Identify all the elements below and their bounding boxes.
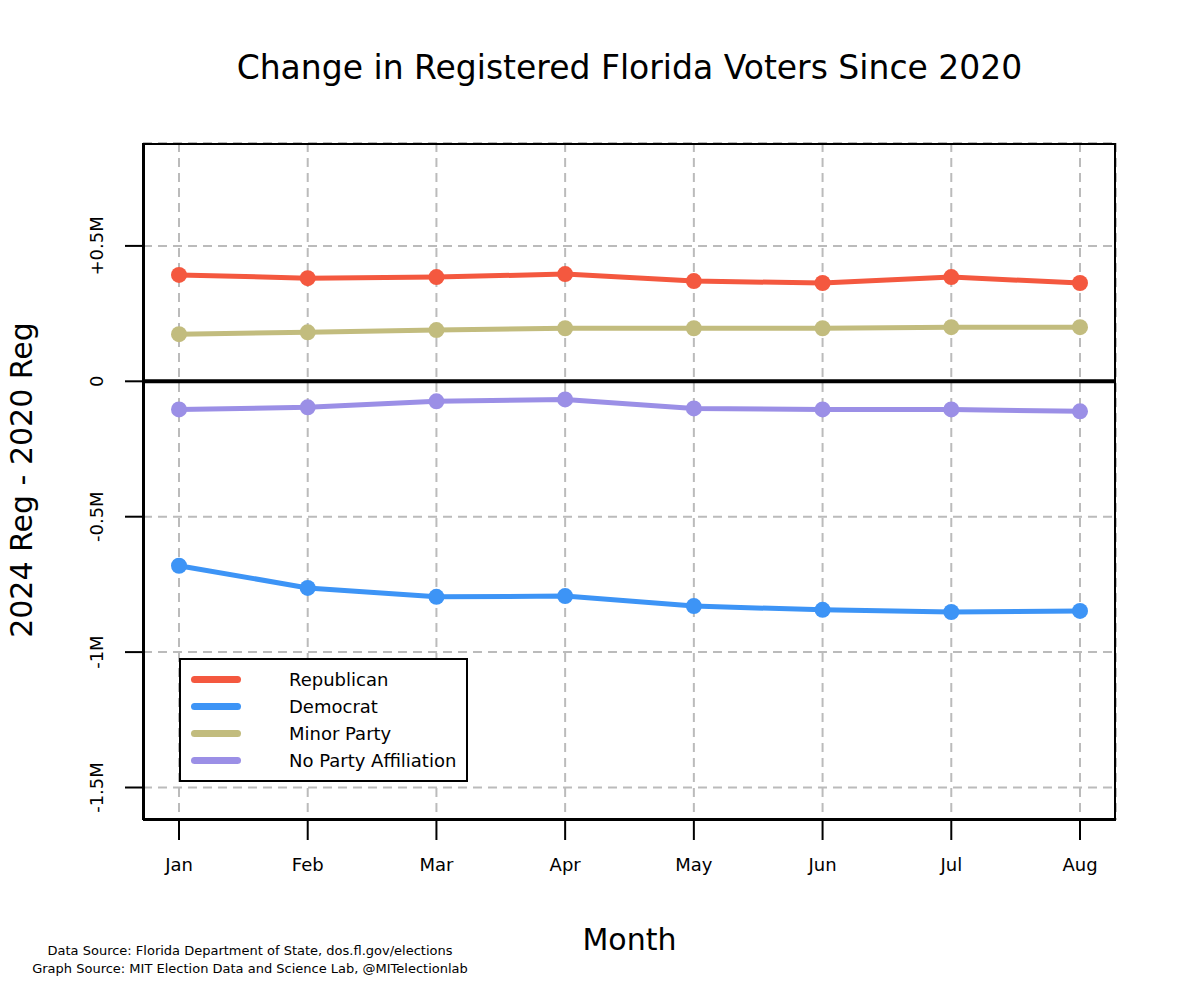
svg-text:-1M: -1M — [86, 635, 107, 668]
svg-text:+0.5M: +0.5M — [86, 216, 107, 275]
svg-text:-1.5M: -1.5M — [86, 762, 107, 813]
html-text:Graph Source: MIT Election Dat: Graph Source: MIT Election Data and Scie… — [32, 961, 468, 976]
html-text:Democrat: Democrat — [289, 696, 378, 717]
html-text:No Party Affiliation: No Party Affiliation — [289, 750, 457, 771]
html-text:Change in Registered Florida V: Change in Registered Florida Voters Sinc… — [236, 48, 1023, 87]
svg-text:Jun: Jun — [808, 854, 837, 875]
svg-text:Aug: Aug — [1062, 854, 1097, 875]
html-text:Month: Month — [582, 922, 677, 957]
svg-text:May: May — [675, 854, 713, 875]
html-text:2024 Reg - 2020 Reg: 2024 Reg - 2020 Reg — [4, 322, 39, 638]
svg-text:Feb: Feb — [292, 854, 324, 875]
svg-text:Jul: Jul — [939, 854, 962, 875]
html-text:Minor Party: Minor Party — [289, 723, 392, 744]
svg-text:0: 0 — [86, 376, 107, 387]
svg-text:-0.5M: -0.5M — [86, 491, 107, 542]
svg-text:Apr: Apr — [550, 854, 582, 875]
html-text:Data Source: Florida Departmen: Data Source: Florida Department of State… — [47, 943, 453, 958]
svg-text:Jan: Jan — [164, 854, 193, 875]
svg-text:Mar: Mar — [419, 854, 454, 875]
html-text:Republican: Republican — [289, 669, 389, 690]
